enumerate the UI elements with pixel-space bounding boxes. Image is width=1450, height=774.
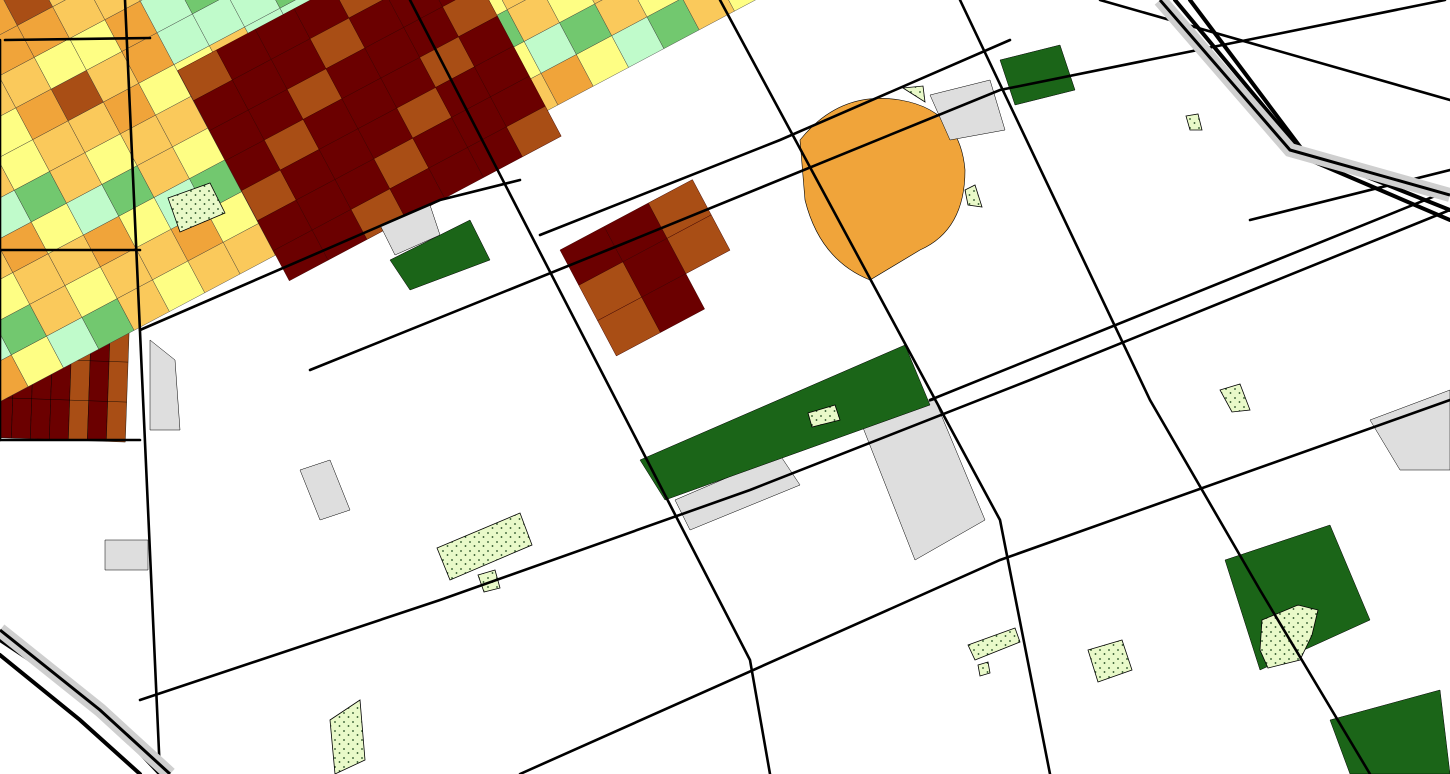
park [1087, 639, 1133, 683]
street [123, 0, 162, 774]
parcel [666, 214, 731, 274]
park [964, 184, 983, 208]
parcel [717, 0, 771, 12]
parks-layer [167, 85, 1319, 774]
street [538, 38, 1012, 237]
park [436, 512, 533, 581]
park [977, 661, 991, 677]
park [901, 85, 926, 103]
dark-green-parcel [389, 219, 491, 291]
park [1185, 113, 1203, 131]
street [718, 0, 1052, 774]
street [1098, 0, 1450, 102]
large-parcel [799, 98, 966, 281]
parcel [0, 0, 53, 26]
lot-line [0, 397, 127, 403]
parcel [641, 273, 705, 333]
park [1219, 383, 1251, 413]
unclassified-parcel [149, 339, 181, 431]
street [958, 0, 1372, 774]
street [928, 188, 1450, 402]
parcel [542, 0, 596, 23]
unclassified-parcel [1369, 389, 1450, 471]
dark-green-parcel [999, 44, 1076, 106]
unclassified-parcel [299, 459, 351, 521]
parcel [175, 0, 228, 15]
unclassified-parcel [104, 539, 149, 571]
street [0, 653, 142, 774]
street [408, 0, 772, 774]
dark-green-parcel [1329, 689, 1450, 774]
street [0, 638, 162, 774]
parcel [87, 0, 141, 20]
street [518, 398, 1450, 774]
park [967, 627, 1021, 661]
park [807, 404, 841, 428]
street [138, 208, 1450, 702]
parcel [227, 0, 281, 28]
highway [1158, 0, 1450, 197]
parcel [139, 0, 193, 33]
street [3, 36, 152, 42]
unclassified-parcel [859, 399, 986, 561]
dark-parcel-cluster [177, 0, 562, 282]
highway [0, 628, 172, 774]
street [1248, 168, 1450, 222]
park [329, 699, 366, 774]
parcel [490, 0, 543, 10]
dark-green-parcel [639, 344, 931, 501]
street [138, 178, 522, 332]
parcel [682, 0, 735, 31]
park [167, 182, 226, 233]
parcel [629, 0, 683, 18]
center-parcel-cluster [559, 179, 731, 357]
parcel [506, 105, 562, 158]
